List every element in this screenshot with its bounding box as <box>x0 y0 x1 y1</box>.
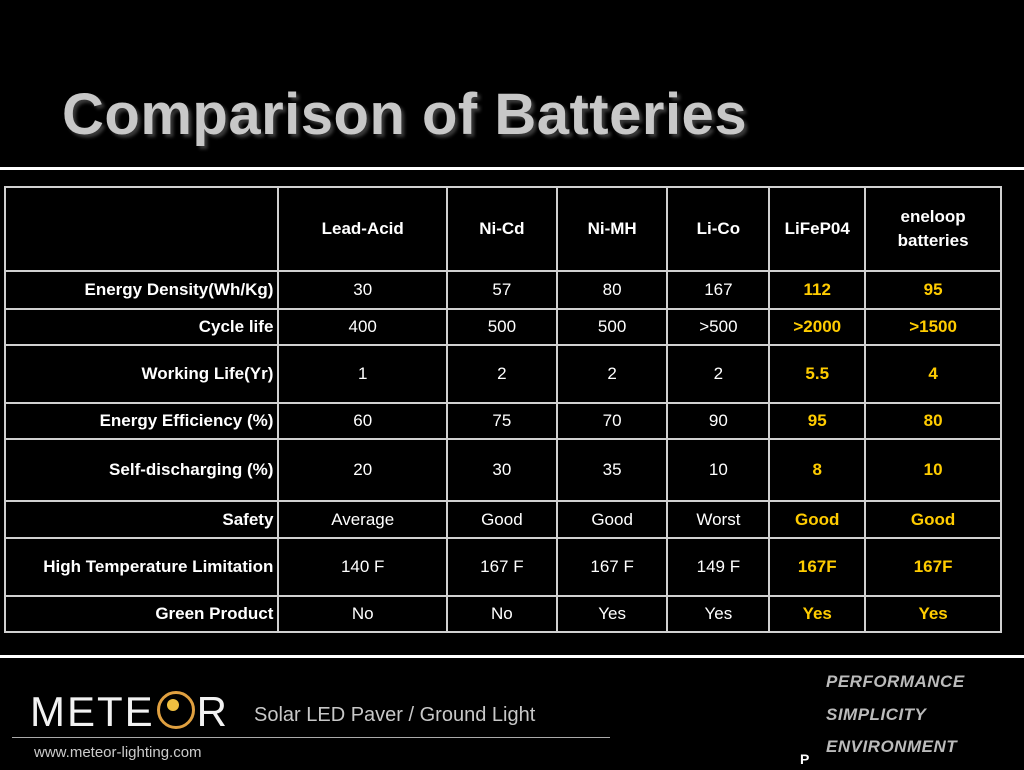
table-cell: Good <box>446 500 558 539</box>
table-cell: 80 <box>555 270 669 310</box>
table-row: Green Product No No Yes Yes Yes Yes <box>3 595 1002 633</box>
table-cell: 70 <box>555 402 669 440</box>
header-cell-empty <box>3 186 280 272</box>
table-row: Working Life(Yr) 1 2 2 2 5.5 4 <box>3 344 1002 404</box>
top-divider <box>0 167 1024 170</box>
table-cell: Yes <box>666 595 771 633</box>
website-link: www.meteor-lighting.com <box>34 744 202 761</box>
footer-divider <box>12 737 610 738</box>
header-cell-ni-mh: Ni-MH <box>555 186 669 272</box>
table-cell: 167 <box>666 270 771 310</box>
table-row: High Temperature Limitation 140 F 167 F … <box>3 537 1002 597</box>
table-cell: 140 F <box>277 537 448 597</box>
table-cell: 90 <box>666 402 771 440</box>
row-label: Green Product <box>3 595 280 633</box>
table-cell: 10 <box>666 438 771 502</box>
table-cell: 2 <box>666 344 771 404</box>
table-cell: 57 <box>446 270 558 310</box>
table-cell: 20 <box>277 438 448 502</box>
table-cell: Worst <box>666 500 771 539</box>
table-cell: 60 <box>277 402 448 440</box>
highlight-cell: 80 <box>864 402 1002 440</box>
row-label: Energy Density(Wh/Kg) <box>3 270 280 310</box>
table-cell: >500 <box>666 308 771 346</box>
table-cell: Good <box>555 500 669 539</box>
highlight-cell: Yes <box>768 595 867 633</box>
table-row: Cycle life 400 500 500 >500 >2000 >1500 <box>3 308 1002 346</box>
highlight-cell: 112 <box>768 270 867 310</box>
row-label: Safety <box>3 500 280 539</box>
slogan-list: PERFORMANCE SIMPLICITY ENVIRONMENT <box>826 672 965 770</box>
highlight-cell: 95 <box>768 402 867 440</box>
table-cell: 1 <box>277 344 448 404</box>
highlight-cell: Good <box>768 500 867 539</box>
highlight-cell: >2000 <box>768 308 867 346</box>
highlight-cell: Good <box>864 500 1002 539</box>
table-cell: 35 <box>555 438 669 502</box>
highlight-cell: 167F <box>864 537 1002 597</box>
header-cell-eneloop: eneloop batteries <box>864 186 1002 272</box>
tagline: Solar LED Paver / Ground Light <box>254 704 536 726</box>
table-cell: 500 <box>555 308 669 346</box>
highlight-cell: 8 <box>768 438 867 502</box>
highlight-cell: 10 <box>864 438 1002 502</box>
header-cell-ni-cd: Ni-Cd <box>446 186 558 272</box>
table-cell: 2 <box>555 344 669 404</box>
highlight-cell: 4 <box>864 344 1002 404</box>
meteor-logo: METE R <box>30 688 229 736</box>
table-cell: No <box>446 595 558 633</box>
header-cell-lead-acid: Lead-Acid <box>277 186 448 272</box>
sun-icon <box>156 691 195 729</box>
table-row: Safety Average Good Good Worst Good Good <box>3 500 1002 539</box>
header-cell-lifep04: LiFeP04 <box>768 186 867 272</box>
row-label: High Temperature Limitation <box>3 537 280 597</box>
header-row: Lead-Acid Ni-Cd Ni-MH Li-Co LiFeP04 enel… <box>3 186 1002 272</box>
table-cell: Yes <box>555 595 669 633</box>
table-cell: 167 F <box>446 537 558 597</box>
table-row: Energy Efficiency (%) 60 75 70 90 95 80 <box>3 402 1002 440</box>
table-cell: Average <box>277 500 448 539</box>
bottom-divider <box>0 655 1024 658</box>
row-label: Cycle life <box>3 308 280 346</box>
highlight-cell: 5.5 <box>768 344 867 404</box>
table-cell: 2 <box>446 344 558 404</box>
highlight-cell: >1500 <box>864 308 1002 346</box>
footer: METE R Solar LED Paver / Ground Light www… <box>0 658 1024 768</box>
row-label: Energy Efficiency (%) <box>3 402 280 440</box>
table-cell: 149 F <box>666 537 771 597</box>
table-cell: 500 <box>446 308 558 346</box>
table-row: Energy Density(Wh/Kg) 30 57 80 167 112 9… <box>3 270 1002 310</box>
highlight-cell: 95 <box>864 270 1002 310</box>
table-cell: 400 <box>277 308 448 346</box>
logo-text-left: METE <box>30 688 155 735</box>
table-row: Self-discharging (%) 20 30 35 10 8 10 <box>3 438 1002 502</box>
logo-text-right: R <box>196 688 230 735</box>
highlight-cell: 167F <box>768 537 867 597</box>
highlight-cell: Yes <box>864 595 1002 633</box>
slogan-simplicity: SIMPLICITY <box>826 704 927 724</box>
table-cell: 167 F <box>555 537 669 597</box>
slide-title: Comparison of Batteries <box>62 82 748 147</box>
comparison-table: Lead-Acid Ni-Cd Ni-MH Li-Co LiFeP04 enel… <box>3 186 1002 633</box>
row-label: Working Life(Yr) <box>3 344 280 404</box>
table-cell: No <box>277 595 448 633</box>
table-cell: 30 <box>277 270 448 310</box>
table-cell: 75 <box>446 402 558 440</box>
slogan-environment: ENVIRONMENT <box>826 737 958 756</box>
table-cell: 30 <box>446 438 558 502</box>
slogan-performance: PERFORMANCE <box>826 672 965 691</box>
header-cell-li-co: Li-Co <box>666 186 771 272</box>
row-label: Self-discharging (%) <box>3 438 280 502</box>
page-mark: P <box>800 751 810 767</box>
